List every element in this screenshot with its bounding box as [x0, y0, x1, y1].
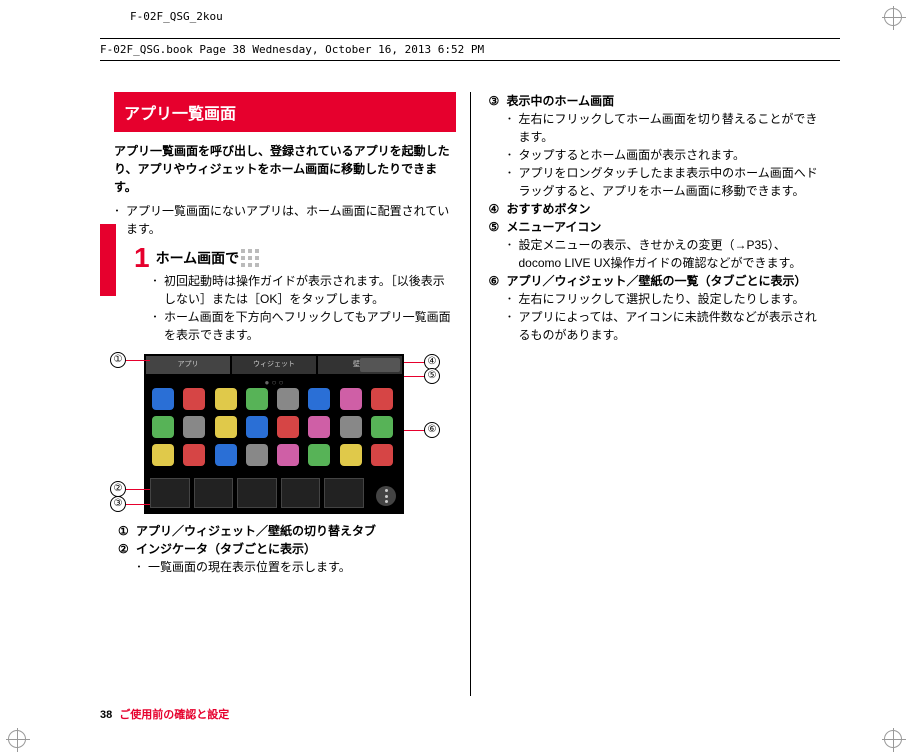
lead-text: アプリ一覧画面を呼び出し、登録されているアプリを起動したり、アプリやウィジェット…: [114, 142, 456, 196]
item-2: ② インジケータ（タブごとに表示）: [118, 540, 456, 558]
callout-line-4: [404, 362, 426, 363]
step-1-note-2: ホーム画面を下方向へフリックしてもアプリ一覧画面を表示できます。: [164, 308, 456, 344]
step-1: 1 ホーム画面で: [134, 244, 456, 272]
lead-note-text: アプリ一覧画面にないアプリは、ホーム画面に配置されています。: [126, 202, 456, 238]
step-number-1: 1: [134, 244, 150, 272]
lead-note: ･ アプリ一覧画面にないアプリは、ホーム画面に配置されています。: [114, 202, 456, 238]
item-4: ④ おすすめボタン: [489, 200, 827, 218]
ss-tab-widgets: ウィジェット: [232, 356, 316, 374]
item-2-label: インジケータ（タブごとに表示）: [136, 540, 456, 558]
app-list-screenshot: アプリ ウィジェット 壁紙 ● ○ ○: [144, 354, 404, 514]
ss-indicator: ● ○ ○: [144, 378, 404, 387]
section-title: アプリ一覧画面: [114, 92, 456, 132]
ss-home-thumbs: [150, 478, 364, 508]
item-6: ⑥ アプリ／ウィジェット／壁紙の一覧（タブごとに表示）: [489, 272, 827, 290]
doc-id-header: F-02F_QSG_2kou: [130, 10, 223, 23]
step-1-note-1: 初回起動時は操作ガイドが表示されます。［以後表示しない］または［OK］をタップし…: [164, 272, 456, 308]
item-2-note-text: 一覧画面の現在表示位置を示します。: [148, 558, 456, 576]
callout-line-2: [126, 489, 150, 490]
ss-menu-icon: [376, 486, 396, 506]
callout-6: ⑥: [424, 422, 440, 438]
callout-line-5: [404, 376, 426, 377]
item-1-label: アプリ／ウィジェット／壁紙の切り替えタブ: [136, 522, 456, 540]
callout-line-1: [126, 360, 150, 361]
item-6-num: ⑥: [489, 272, 507, 290]
callout-3: ③: [110, 496, 126, 512]
item-3-num: ③: [489, 92, 507, 110]
item-4-label: おすすめボタン: [507, 200, 827, 218]
item-1-num: ①: [118, 522, 136, 540]
item-3-note-3: アプリをロングタッチしたまま表示中のホーム画面へドラッグすると、アプリをホーム画…: [519, 164, 827, 200]
callout-line-6: [404, 430, 426, 431]
item-5-num: ⑤: [489, 218, 507, 236]
column-right: ③ 表示中のホーム画面 ･左右にフリックしてホーム画面を切り替えることができます…: [471, 92, 841, 696]
step-1-notes: ･初回起動時は操作ガイドが表示されます。［以後表示しない］または［OK］をタップ…: [152, 272, 456, 344]
item-4-num: ④: [489, 200, 507, 218]
edge-tab-marker: [100, 224, 116, 296]
ss-app-grid: [152, 388, 396, 466]
item-3-label: 表示中のホーム画面: [507, 92, 827, 110]
item-2-note: ･一覧画面の現在表示位置を示します。: [136, 558, 456, 576]
item-6-note-1: 左右にフリックして選択したり、設定したりします。: [519, 290, 827, 308]
item-1: ① アプリ／ウィジェット／壁紙の切り替えタブ: [118, 522, 456, 540]
callout-5: ⑤: [424, 368, 440, 384]
item-3-note-1: 左右にフリックしてホーム画面を切り替えることができます。: [519, 110, 827, 146]
callout-1: ①: [110, 352, 126, 368]
column-left: アプリ一覧画面 アプリ一覧画面を呼び出し、登録されているアプリを起動したり、アプ…: [100, 92, 471, 696]
item-5-note: 設定メニューの表示、きせかえの変更（→P35）、docomo LIVE UX操作…: [519, 236, 827, 272]
item-3: ③ 表示中のホーム画面: [489, 92, 827, 110]
ss-tab-apps: アプリ: [146, 356, 230, 374]
item-5: ⑤ メニューアイコン: [489, 218, 827, 236]
callout-2: ②: [110, 481, 126, 497]
item-5-label: メニューアイコン: [507, 218, 827, 236]
callout-line-3: [126, 504, 150, 505]
step-1-label: ホーム画面で: [156, 248, 240, 268]
ss-recommend-btn: [360, 358, 400, 372]
item-3-note-2: タップするとホーム画面が表示されます。: [519, 146, 827, 164]
footer-section: ご使用前の確認と設定: [119, 709, 229, 721]
page-number: 38: [100, 709, 112, 721]
screenshot-figure: アプリ ウィジェット 壁紙 ● ○ ○: [144, 354, 434, 514]
item-6-label: アプリ／ウィジェット／壁紙の一覧（タブごとに表示）: [507, 272, 827, 290]
apps-grid-icon: [241, 249, 259, 267]
item-6-note-2: アプリによっては、アイコンに未読件数などが表示されるものがあります。: [519, 308, 827, 344]
item-2-num: ②: [118, 540, 136, 558]
book-page-header: F-02F_QSG.book Page 38 Wednesday, Octobe…: [100, 38, 840, 61]
page-content: アプリ一覧画面 アプリ一覧画面を呼び出し、登録されているアプリを起動したり、アプ…: [100, 92, 840, 696]
page-footer: 38 ご使用前の確認と設定: [100, 706, 229, 722]
